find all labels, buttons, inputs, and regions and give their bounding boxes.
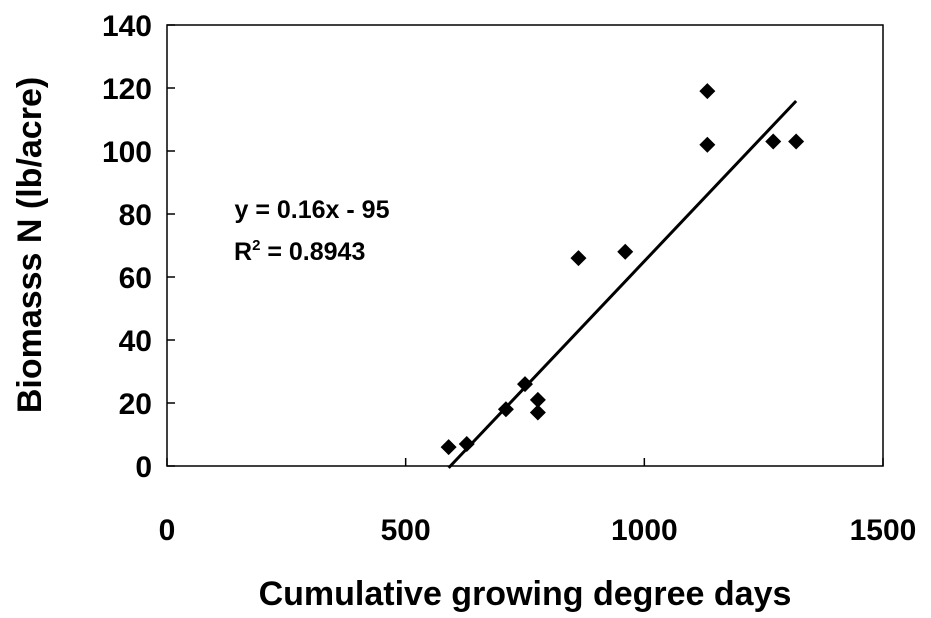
x-axis-title: Cumulative growing degree days [259,575,792,613]
data-point [497,401,514,418]
y-tick-label: 120 [102,73,152,106]
data-point [529,391,546,408]
x-tick-label: 500 [381,514,431,547]
y-tick-label: 140 [102,10,152,43]
plot-area [166,24,884,467]
y-axis-title: Biomasss N (lb/acre) [11,77,49,413]
data-point [529,404,546,421]
trendline-equation: y = 0.16x - 95 [235,196,390,224]
r-squared-label: R2 = 0.8943 [234,237,365,266]
data-point [440,439,457,456]
x-tick-label: 1500 [850,514,917,547]
x-axis: 0 500 1000 1500 [159,458,917,547]
data-point [699,83,716,100]
y-tick-label: 100 [102,136,152,169]
data-point [570,250,587,267]
data-points [440,83,805,456]
data-point [517,376,533,393]
data-point [617,243,634,260]
data-point [765,133,782,150]
x-tick-label: 0 [159,514,176,547]
data-point [788,133,805,150]
x-tick-label: 1000 [611,514,678,547]
data-point [458,435,475,452]
y-tick-label: 20 [119,388,152,421]
y-tick-label: 0 [135,451,152,484]
y-axis: 0 20 40 60 80 100 120 140 [102,10,175,484]
y-tick-label: 40 [119,325,152,358]
data-point [699,136,716,153]
y-tick-label: 80 [119,199,152,232]
y-tick-label: 60 [119,262,152,295]
